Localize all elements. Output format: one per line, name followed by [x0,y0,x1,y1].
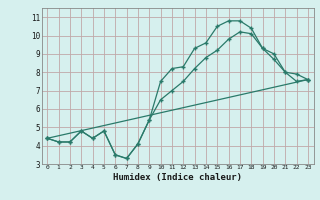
X-axis label: Humidex (Indice chaleur): Humidex (Indice chaleur) [113,173,242,182]
